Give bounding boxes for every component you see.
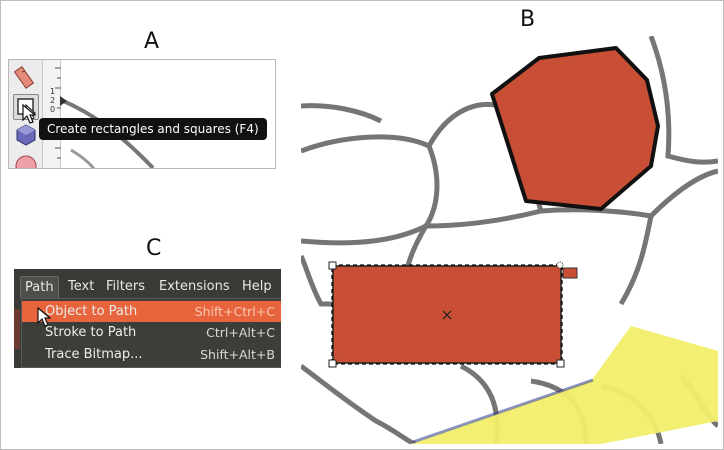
vertical-ruler: 1 2 0 xyxy=(43,60,67,168)
mouse-pointer-icon xyxy=(37,307,51,327)
menu-filters[interactable]: Filters xyxy=(106,279,145,294)
panel-b-canvas-zoom xyxy=(301,36,718,444)
style-indicator-icon xyxy=(562,267,578,279)
panel-a-toolbox-view: 1 2 0 Create rectangles and squares (F4) xyxy=(8,59,276,169)
resize-handles[interactable] xyxy=(328,261,565,368)
ruler-number: 1 xyxy=(50,87,56,96)
menu-text[interactable]: Text xyxy=(68,279,95,294)
menu-bar: Path Text Filters Extensions Help xyxy=(14,276,281,298)
mouse-pointer-icon xyxy=(22,104,36,124)
menu-item-trace-bitmap[interactable]: Trace Bitmap... Shift+Alt+B xyxy=(45,347,275,362)
panel-label-a: A xyxy=(144,29,160,54)
panel-label-b: B xyxy=(520,7,536,32)
center-cross-icon xyxy=(442,310,452,320)
measure-tool-icon[interactable] xyxy=(13,63,39,89)
menu-help[interactable]: Help xyxy=(242,279,272,294)
ruler-arrow-icon xyxy=(60,96,67,106)
rectangle-tool-tooltip: Create rectangles and squares (F4) xyxy=(39,118,267,140)
radius-handle[interactable] xyxy=(556,261,564,269)
panel-c-path-menu: Path Text Filters Extensions Help Object… xyxy=(14,269,281,368)
ruler-number: 2 xyxy=(50,96,56,105)
ellipse-tool-icon[interactable] xyxy=(13,152,39,168)
3d-box-tool-icon[interactable] xyxy=(13,122,39,148)
canvas-drawing-lines xyxy=(61,98,155,168)
ruler-number: 0 xyxy=(50,105,56,114)
menu-item-stroke-to-path[interactable]: Stroke to Path Ctrl+Alt+C xyxy=(45,325,275,340)
menu-extensions[interactable]: Extensions xyxy=(159,279,230,294)
panel-label-c: C xyxy=(146,236,162,261)
menu-path[interactable]: Path xyxy=(20,276,59,298)
zoomed-drawing xyxy=(301,36,718,444)
canvas-edge-strip xyxy=(14,309,20,349)
path-dropdown-menu: Object to Path Shift+Ctrl+C Stroke to Pa… xyxy=(21,298,281,368)
red-polygon-shape[interactable] xyxy=(490,46,660,211)
menu-item-object-to-path[interactable]: Object to Path Shift+Ctrl+C xyxy=(22,301,281,322)
